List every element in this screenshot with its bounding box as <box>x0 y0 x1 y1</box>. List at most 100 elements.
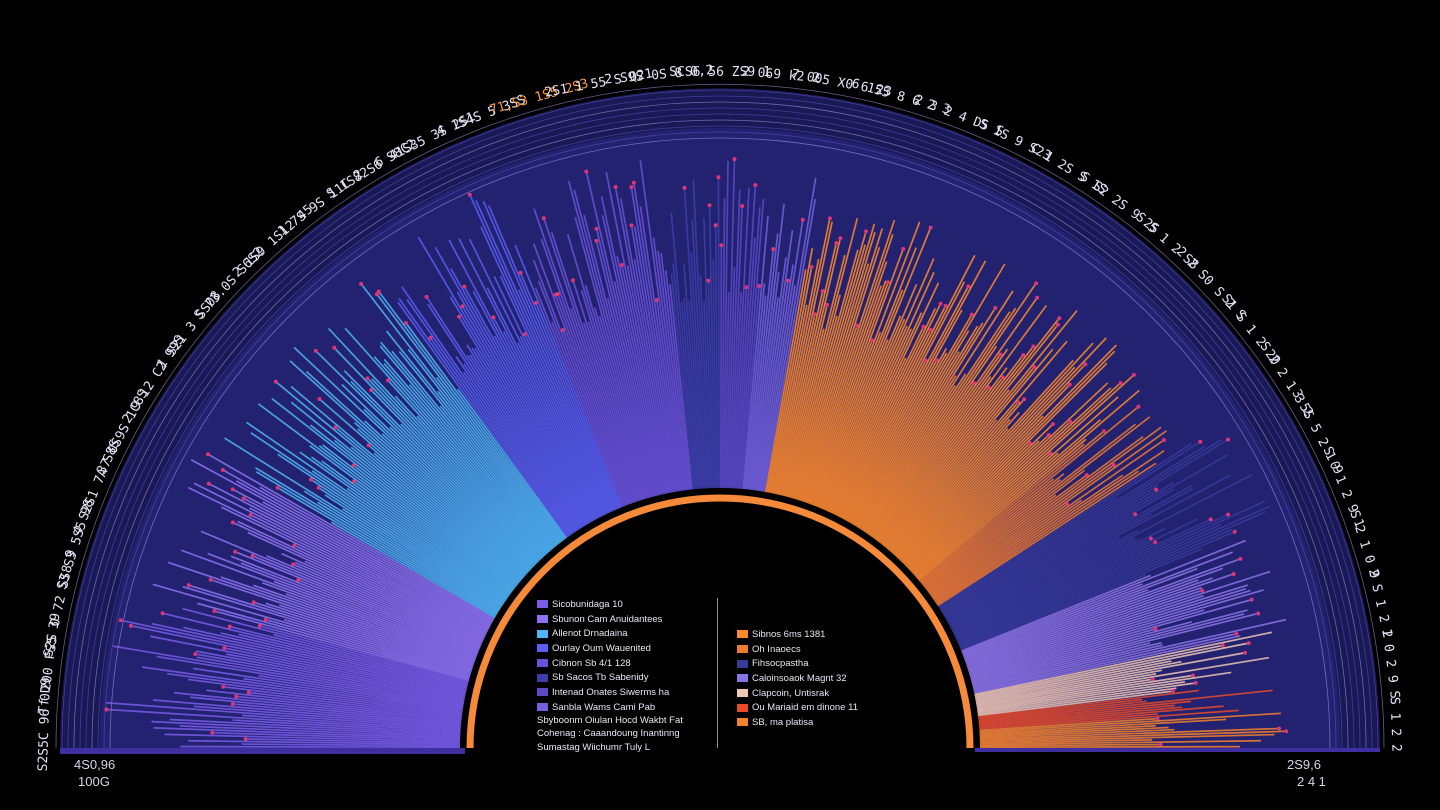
bar-9 <box>848 352 948 523</box>
bar-1 <box>122 619 466 695</box>
bar-tip-dot <box>227 624 232 629</box>
bar-12 <box>964 567 1224 662</box>
bar-6 <box>688 300 703 489</box>
bar-11 <box>957 505 1270 645</box>
bar-4 <box>464 287 595 522</box>
bar-2 <box>207 552 478 657</box>
bar-11 <box>955 519 1210 639</box>
bar-1 <box>225 686 463 718</box>
bar-4 <box>427 303 578 532</box>
bar-6 <box>707 282 715 489</box>
bar-tip-dot <box>1284 729 1289 734</box>
bar-12 <box>963 567 1198 658</box>
legend-swatch <box>737 630 748 639</box>
bar-tip-dot <box>757 284 762 289</box>
bar-1 <box>247 738 461 744</box>
bar-10 <box>922 473 1065 587</box>
bar-9 <box>765 269 807 493</box>
bar-4 <box>456 291 591 524</box>
bar-tip-dot <box>1226 512 1231 517</box>
bar-6 <box>680 302 699 490</box>
bar-14 <box>979 709 1239 731</box>
bar-8 <box>763 198 817 492</box>
bar-6 <box>683 264 702 489</box>
bar-3 <box>364 420 530 573</box>
bar-12 <box>968 588 1247 674</box>
bar-9 <box>846 361 937 522</box>
bar-tip-dot <box>104 707 109 712</box>
bar-9 <box>855 322 984 528</box>
bar-tip-dot <box>1226 437 1231 442</box>
bar-10 <box>934 474 1124 603</box>
bar-3 <box>309 424 517 588</box>
bar-9 <box>861 373 967 532</box>
bar-3 <box>355 481 511 596</box>
bar-tip-dot <box>1101 429 1106 434</box>
bar-11 <box>941 439 1222 613</box>
bar-tip-dot <box>250 553 255 558</box>
bar-3 <box>383 362 550 553</box>
bar-tip-dot <box>921 324 926 329</box>
bar-3 <box>317 501 499 614</box>
bar-9 <box>798 246 881 501</box>
bar-4 <box>449 296 588 526</box>
bar-tip-dot <box>366 443 371 448</box>
inner-core <box>470 498 970 748</box>
bar-9 <box>901 344 1117 564</box>
bar-3 <box>330 521 496 619</box>
bar-tip-dot <box>1133 512 1138 517</box>
bar-5 <box>543 219 639 502</box>
legend-item: SB, ma platisa <box>737 715 858 730</box>
legend-swatch <box>537 688 548 697</box>
bar-2 <box>255 602 473 672</box>
bar-3 <box>276 382 520 584</box>
bar-3 <box>369 445 524 579</box>
tick-label: S 1 2 2 <box>1387 697 1404 752</box>
bar-3 <box>391 350 555 549</box>
bar-5 <box>551 321 626 507</box>
bar-4 <box>524 335 610 514</box>
bar-tip-dot <box>1256 611 1261 616</box>
bar-8 <box>762 177 817 492</box>
bar-7 <box>728 189 741 489</box>
bar-12 <box>962 551 1233 657</box>
bar-2 <box>209 454 495 620</box>
bar-9 <box>767 268 813 493</box>
bar-11 <box>955 514 1227 641</box>
bar-9 <box>793 232 876 500</box>
bar-9 <box>872 376 992 539</box>
bar-15 <box>979 717 1156 732</box>
bar-tip-dot <box>1220 643 1225 648</box>
bar-tip-dot <box>1161 438 1166 443</box>
bar-9 <box>776 292 824 495</box>
bar-tip-dot <box>206 481 211 486</box>
bar-9 <box>832 328 924 515</box>
bar-tip-dot <box>333 425 338 430</box>
tick-label: SCS6 56 ZS9 1 <box>669 65 771 80</box>
bar-9 <box>773 221 834 494</box>
bar-14 <box>978 700 1147 721</box>
bar-tip-dot <box>1153 540 1158 545</box>
bar-7 <box>741 287 760 490</box>
bar-10 <box>936 470 1140 606</box>
bar-tip-dot <box>1000 375 1005 380</box>
bar-9 <box>890 400 1024 553</box>
bar-9 <box>770 258 820 494</box>
bar-12 <box>965 577 1213 665</box>
bar-12 <box>970 621 1193 682</box>
legend-swatch <box>737 645 748 654</box>
bar-10 <box>930 465 1113 597</box>
bar-4 <box>486 287 604 517</box>
bar-1 <box>241 714 461 732</box>
bar-5 <box>598 315 652 498</box>
inner-ring <box>466 494 974 749</box>
bar-tip-dot <box>629 223 634 228</box>
bar-tip-dot <box>966 284 971 289</box>
bar-3 <box>435 376 563 542</box>
bar-tip-dot <box>613 184 618 189</box>
bar-3 <box>380 341 554 550</box>
bar-5 <box>593 307 650 499</box>
bar-2 <box>212 579 474 668</box>
bar-5 <box>639 160 686 491</box>
bar-tip-dot <box>316 485 321 490</box>
